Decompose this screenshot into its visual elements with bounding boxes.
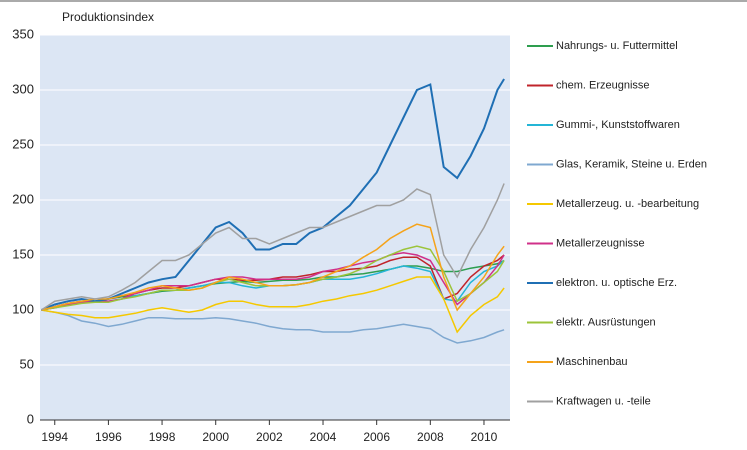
- series-line: [41, 276, 505, 334]
- legend-label: Metallerzeug. u. -bearbeitung: [556, 198, 699, 210]
- chart-title: Produktionsindex: [62, 10, 154, 24]
- series-line: [40, 78, 505, 311]
- x-tick-label: 2010: [471, 430, 498, 444]
- legend-label: elektr. Ausrüstungen: [556, 316, 656, 328]
- y-tick-label: 100: [12, 301, 34, 316]
- x-tick-label: 2002: [256, 430, 283, 444]
- legend-label: Nahrungs- u. Futtermittel: [556, 40, 678, 52]
- legend-label: Kraftwagen u. -teile: [556, 395, 651, 407]
- plot-area: [40, 35, 510, 420]
- x-tick-label: 1998: [149, 430, 176, 444]
- y-tick-label: 200: [12, 191, 34, 206]
- legend-label: Gummi-, Kunststoffwaren: [556, 119, 680, 131]
- x-tick-label: 2004: [310, 430, 337, 444]
- series-line: [41, 223, 505, 312]
- legend-label: elektron. u. optische Erz.: [556, 277, 677, 289]
- legend-label: Maschinenbau: [556, 356, 628, 368]
- y-tick-label: 150: [12, 246, 34, 261]
- y-tick-label: 0: [27, 411, 34, 426]
- series-line: [40, 183, 505, 311]
- x-tick-label: 1996: [95, 430, 122, 444]
- y-tick-label: 250: [12, 136, 34, 151]
- legend-label: Glas, Keramik, Steine u. Erden: [556, 158, 707, 170]
- y-tick-label: 300: [12, 81, 34, 96]
- legend-label: chem. Erzeugnisse: [556, 79, 650, 91]
- y-tick-label: 350: [12, 26, 34, 41]
- x-tick-label: 2006: [363, 430, 390, 444]
- x-tick-label: 1994: [41, 430, 68, 444]
- series-line: [41, 259, 505, 311]
- series-line: [41, 309, 505, 344]
- x-tick-label: 2000: [202, 430, 229, 444]
- x-tick-label: 2008: [417, 430, 444, 444]
- y-tick-label: 50: [20, 356, 34, 371]
- legend-label: Metallerzeugnisse: [556, 237, 645, 249]
